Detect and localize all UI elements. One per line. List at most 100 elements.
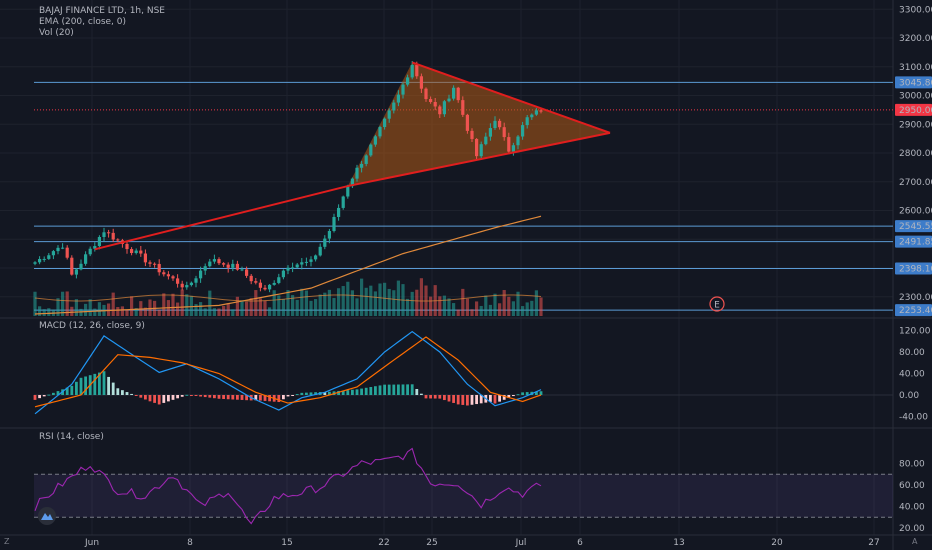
macd-histogram-bar xyxy=(387,384,391,395)
x-tick-label: 6 xyxy=(577,538,583,548)
trendline-triangle-lower xyxy=(347,131,611,188)
rsi-y-tick-label: 80.00 xyxy=(899,460,925,470)
macd-histogram-bar xyxy=(52,392,55,395)
rsi-y-tick-label: 60.00 xyxy=(899,481,925,491)
volume-bar xyxy=(277,295,281,316)
candle-body xyxy=(79,263,83,270)
macd-histogram-bar xyxy=(125,392,129,395)
volume-bar xyxy=(484,295,488,316)
candle-body xyxy=(240,269,244,271)
candle-body xyxy=(470,130,474,139)
candle-body xyxy=(130,249,134,254)
candle-body xyxy=(194,278,198,283)
volume-bar xyxy=(254,290,258,316)
macd-histogram-bar xyxy=(392,384,396,395)
volume-bar xyxy=(226,303,230,316)
volume-bar xyxy=(65,291,69,316)
volume-bar xyxy=(392,290,396,316)
rsi-band-fill xyxy=(34,474,893,518)
candle-body xyxy=(258,282,262,288)
macd-histogram-bar xyxy=(116,388,120,395)
candle-body xyxy=(88,248,92,255)
corner-left-label[interactable]: Z xyxy=(4,537,10,546)
candle-body xyxy=(245,269,249,276)
candle-body xyxy=(56,247,60,252)
candle-body xyxy=(332,216,336,232)
volume-bar xyxy=(222,305,226,316)
candle-body xyxy=(465,114,469,131)
candle-body xyxy=(139,250,143,254)
macd-histogram-bar xyxy=(438,395,442,399)
volume-bar xyxy=(461,288,465,316)
volume-bar xyxy=(74,299,78,316)
macd-histogram-bar xyxy=(268,395,271,402)
macd-histogram-bar xyxy=(231,395,235,400)
macd-histogram-bar xyxy=(254,395,258,401)
macd-histogram-bar xyxy=(401,384,405,395)
candle-body xyxy=(217,259,221,264)
macd-histogram-bar xyxy=(314,392,317,395)
volume-bar xyxy=(415,289,419,316)
volume-bar xyxy=(97,302,101,316)
volume-bar xyxy=(442,295,446,316)
macd-histogram-bar xyxy=(378,385,382,395)
candle-body xyxy=(383,118,387,128)
x-tick-label: 13 xyxy=(673,538,684,548)
macd-histogram-bar xyxy=(84,376,87,395)
volume-bar xyxy=(511,301,515,316)
macd-histogram-bar xyxy=(245,395,248,401)
macd-histogram-bar xyxy=(447,395,451,402)
volume-bar xyxy=(502,290,506,316)
candle-body xyxy=(530,114,534,118)
earnings-marker-icon xyxy=(709,296,725,312)
candle-body xyxy=(424,88,428,100)
candle-body xyxy=(38,258,42,263)
volume-bar xyxy=(304,290,308,316)
macd-histogram-bar xyxy=(397,384,400,395)
macd-histogram-bar xyxy=(208,395,212,398)
volume-bar xyxy=(47,308,51,316)
macd-histogram-bar xyxy=(286,395,290,397)
candle-body xyxy=(452,87,456,99)
candle-body xyxy=(212,259,216,262)
candle-body xyxy=(162,272,166,275)
candle-body xyxy=(185,285,189,288)
level-price-tag xyxy=(895,76,932,89)
volume-bar xyxy=(281,299,285,316)
level-price-tag xyxy=(895,304,932,317)
volume-bar xyxy=(318,294,322,316)
volume-bar xyxy=(116,306,120,316)
volume-bar xyxy=(130,296,134,316)
volume-bar xyxy=(212,308,216,316)
macd-histogram-bar xyxy=(93,373,97,395)
macd-histogram-bar xyxy=(489,395,492,402)
macd-histogram-bar xyxy=(226,395,230,400)
volume-bar xyxy=(268,307,272,316)
y-tick-label: 2800.00 xyxy=(899,149,932,159)
candle-body xyxy=(484,136,488,145)
candle-body xyxy=(410,64,414,78)
y-tick-label: 2700.00 xyxy=(899,178,932,188)
candle-body xyxy=(396,94,400,103)
macd-histogram-bar xyxy=(111,382,115,395)
y-tick-label: 3200.00 xyxy=(899,34,932,44)
corner-right-label[interactable]: A xyxy=(912,537,918,546)
candle-body xyxy=(286,267,290,271)
volume-bar xyxy=(369,285,373,316)
candle-body xyxy=(235,263,239,270)
macd-y-tick-label: -40.00 xyxy=(899,413,928,423)
macd-line xyxy=(34,330,542,415)
candle-body xyxy=(521,125,525,137)
candle-body xyxy=(272,282,276,285)
level-price-tag xyxy=(895,103,932,116)
volume-bar xyxy=(465,298,469,316)
volume-bar xyxy=(456,309,460,316)
volume-bar xyxy=(323,292,327,316)
volume-bar xyxy=(314,299,318,316)
macd-histogram-bar xyxy=(65,387,69,395)
candle-body xyxy=(116,239,120,241)
y-tick-label: 3300.00 xyxy=(899,5,932,15)
volume-bar xyxy=(350,290,354,316)
candle-body xyxy=(148,262,152,264)
